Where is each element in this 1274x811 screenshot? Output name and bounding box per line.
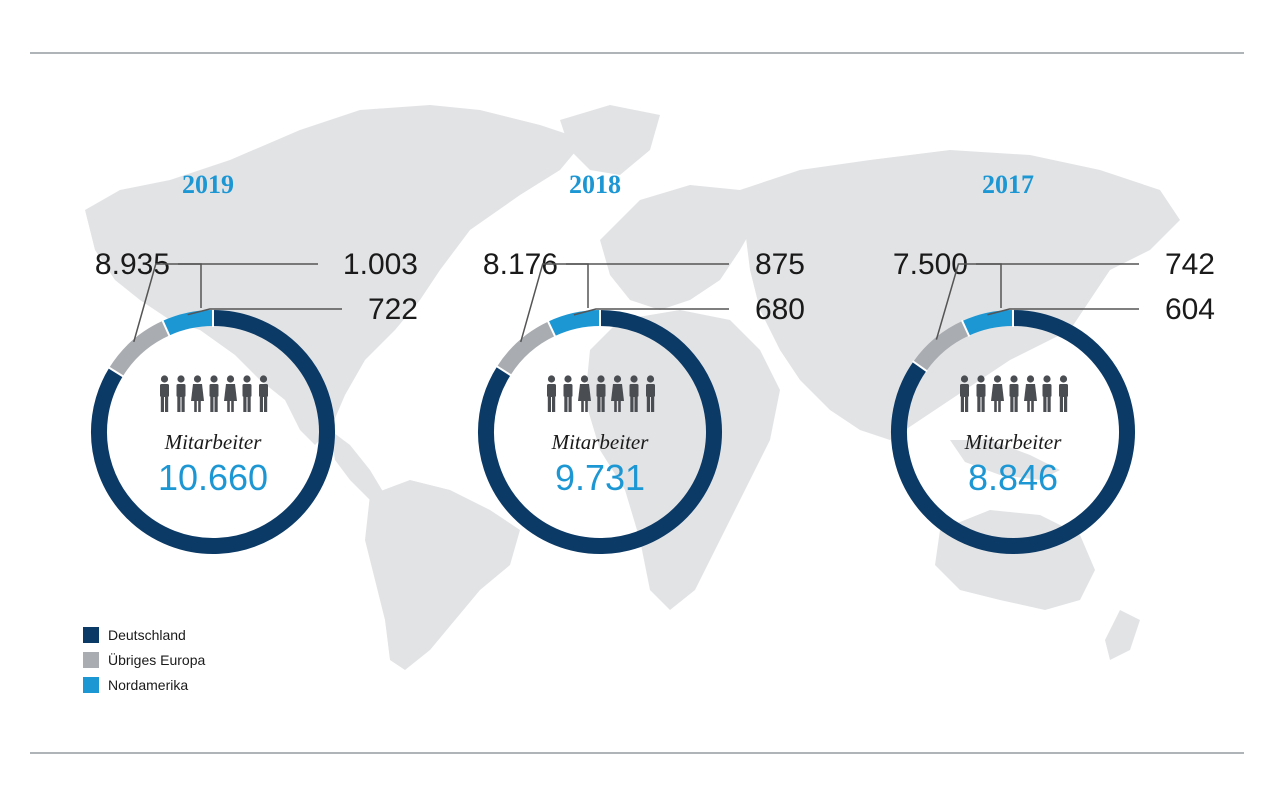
legend-item-übriges-europa: Übriges Europa [83,651,205,668]
chart-title: 2018 [569,170,621,199]
donut-chart-2017: 2017 7.500 742 604 Mitarbeiter 8.846 [891,170,1215,554]
value-label-übriges-europa: 742 [1165,248,1215,281]
leader-line-übriges-europa [133,263,318,343]
chart-title: 2017 [982,170,1034,199]
legend-label: Nordamerika [108,677,188,693]
center-label: Mitarbeiter [551,430,650,454]
legend-item-deutschland: Deutschland [83,627,186,643]
legend-swatch [83,677,99,693]
donut-segment-nordamerika [162,310,214,336]
leader-line-nordamerika [987,308,1139,316]
legend-swatch [83,652,99,668]
segment-separator [161,319,171,337]
total-value: 10.660 [158,457,268,498]
legend-label: Übriges Europa [108,651,205,668]
donut-segment-deutschland [91,310,335,554]
value-label-nordamerika: 722 [368,293,418,326]
leader-line-nordamerika [573,308,729,316]
donut-segment-nordamerika [548,310,601,337]
people-icon [160,375,268,412]
total-value: 9.731 [555,457,645,498]
center-label: Mitarbeiter [164,430,263,454]
segment-separator [107,366,125,378]
value-label-übriges-europa: 875 [755,248,805,281]
legend: Deutschland Übriges Europa Nordamerika [83,627,205,693]
segment-separator [911,360,928,373]
value-label-nordamerika: 680 [755,293,805,326]
donut-segment-übriges-europa [497,321,556,376]
donut-segment-nordamerika [962,310,1014,336]
people-icon [960,375,1068,412]
leader-line-deutschland [566,263,589,308]
total-value: 8.846 [968,457,1058,498]
donut-segment-übriges-europa [109,320,170,377]
segment-separator [960,319,971,337]
center-label: Mitarbeiter [964,430,1063,454]
segment-separator [546,320,557,338]
donut-segment-übriges-europa [913,321,970,372]
leader-line-nordamerika [187,308,342,316]
segment-separator [495,365,512,377]
leader-line-übriges-europa [935,263,1139,340]
legend-item-nordamerika: Nordamerika [83,677,188,693]
donut-segment-deutschland [478,310,722,554]
chart-title: 2019 [182,170,234,199]
legend-label: Deutschland [108,627,186,643]
legend-swatch [83,627,99,643]
leader-line-übriges-europa [520,263,729,343]
people-icon [547,375,655,412]
value-label-nordamerika: 604 [1165,293,1215,326]
value-label-deutschland: 7.500 [893,248,968,281]
donut-segment-deutschland [891,310,1135,554]
value-label-übriges-europa: 1.003 [343,248,418,281]
